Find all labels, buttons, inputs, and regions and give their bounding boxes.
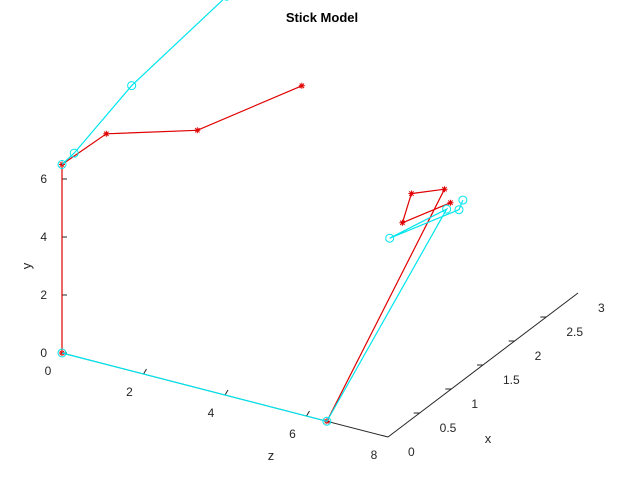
series-1-point bbox=[454, 205, 464, 215]
series-1-point bbox=[57, 160, 67, 169]
series-1-point bbox=[69, 148, 79, 158]
series-1-line bbox=[61, 199, 464, 422]
series-1-point bbox=[458, 195, 468, 205]
x-tick-label: 1.5 bbox=[503, 373, 520, 387]
series-0-line bbox=[326, 188, 451, 422]
z-tick-label: 6 bbox=[289, 427, 296, 441]
chart-title: Stick Model bbox=[286, 10, 358, 25]
z-tick-mark bbox=[306, 410, 310, 417]
series-1-point bbox=[385, 233, 395, 243]
z-axis-label: z bbox=[268, 448, 275, 463]
series-1-point bbox=[57, 348, 67, 358]
series-0-point bbox=[103, 130, 110, 137]
x-tick-label: 0.5 bbox=[440, 421, 457, 435]
y-tick-label: 4 bbox=[40, 230, 47, 244]
x-tick-label: 3 bbox=[598, 301, 605, 315]
plot-data bbox=[57, 0, 468, 426]
z-tick-label: 2 bbox=[126, 385, 133, 399]
z-tick-mark bbox=[143, 368, 147, 375]
series-0-point bbox=[399, 219, 406, 226]
y-tick-label: 6 bbox=[40, 172, 47, 186]
y-axis-label: y bbox=[19, 262, 34, 269]
series-0-point bbox=[194, 127, 201, 134]
series-1-group bbox=[57, 0, 468, 426]
tick-marks: 0 2 4 6 0 2 4 6 8 0 0.5 1 1.5 2 2.5 3 bbox=[40, 172, 605, 462]
y-tick-label: 0 bbox=[40, 346, 47, 360]
y-tick-label: 2 bbox=[40, 288, 47, 302]
series-0-point bbox=[298, 82, 305, 89]
z-tick-mark bbox=[224, 389, 229, 396]
series-0-point bbox=[447, 199, 454, 206]
x-tick-label: 2 bbox=[535, 349, 542, 363]
x-axis-label: x bbox=[485, 431, 492, 446]
series-1-point bbox=[322, 416, 332, 426]
z-tick-label: 0 bbox=[45, 364, 52, 378]
series-1-point bbox=[442, 204, 452, 214]
series-0-point bbox=[441, 186, 448, 193]
x-tick-label: 0 bbox=[408, 445, 415, 459]
series-0-group bbox=[59, 82, 454, 425]
x-tick-label: 1 bbox=[471, 397, 478, 411]
series-1-line bbox=[61, 0, 224, 165]
x-tick-label: 2.5 bbox=[566, 325, 583, 339]
z-tick-label: 8 bbox=[371, 448, 378, 462]
series-1-point bbox=[127, 81, 137, 91]
series-0-point bbox=[408, 190, 415, 197]
z-tick-label: 4 bbox=[208, 406, 215, 420]
axes-box bbox=[61, 179, 579, 438]
